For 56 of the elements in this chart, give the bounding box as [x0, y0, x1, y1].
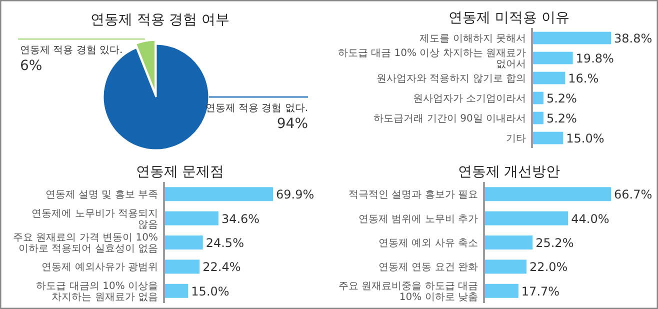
data-label: 22.0%	[530, 260, 568, 274]
bar	[485, 187, 611, 202]
bar	[485, 236, 533, 250]
bar	[165, 236, 203, 250]
y-tick-label: 적극적인 설명과 홍보가 필요	[348, 190, 478, 201]
data-label: 66.7%	[614, 188, 652, 202]
y-tick-label: 원사업자가 소기업이라서	[412, 94, 526, 104]
data-label: 38.8%	[614, 32, 652, 46]
data-label: 94%	[276, 116, 308, 132]
bar	[485, 211, 568, 226]
bar	[533, 132, 564, 144]
bar	[533, 92, 544, 104]
y-tick-label: 원사업자와 적용하지 않기로 합의	[376, 74, 526, 84]
chart-title: 연동제 적용 경험 여부	[90, 12, 230, 28]
y-tick-label: 기타	[506, 134, 526, 144]
data-label: 69.9%	[276, 188, 314, 202]
bar	[533, 112, 544, 124]
chart-title: 연동제 문제점	[136, 164, 224, 180]
bar	[165, 211, 218, 226]
bar	[165, 284, 188, 298]
data-label: 5.2%	[546, 112, 577, 126]
bar	[165, 260, 200, 274]
data-label: 17.7%	[521, 284, 560, 298]
data-label: 19.8%	[576, 52, 614, 66]
data-label: 24.5%	[206, 236, 244, 250]
slice-label: 연동제 적용 경험 없다.	[205, 103, 308, 114]
data-label: 34.6%	[221, 212, 260, 226]
y-tick-label: 연동제 범위에 노무비 추가	[358, 214, 478, 225]
y-tick-label: 연동제 설명 및 홍보 부족	[45, 190, 158, 201]
y-tick-label: 주요 원재료비중을 하도급 대금 10% 이하로 낮춤	[338, 280, 478, 303]
y-tick-label: 연동제에 노무비가 적용되지 않음	[32, 208, 158, 230]
y-tick-label: 연동제 연동 요건 완화	[378, 262, 478, 274]
y-tick-label: 주요 원재료의 가격 변동이 10% 이하로 적용되어 실효성이 없음	[13, 232, 158, 254]
bar	[533, 72, 566, 84]
data-label: 15.0%	[191, 284, 230, 298]
data-label: 5.2%	[546, 92, 577, 106]
y-tick-label: 연동제 예외 사유 축소	[378, 238, 478, 249]
chart-title: 연동제 개선방안	[458, 164, 560, 180]
bar	[533, 52, 573, 64]
data-label: 44.0%	[571, 212, 610, 226]
y-tick-label: 하도급 대금의 10% 이상을 차지하는 원재료가 없음	[36, 280, 158, 303]
slice-label: 연동제 적용 경험 있다.	[20, 45, 123, 56]
bar	[533, 32, 611, 44]
y-tick-label: 하도급거래 기간이 90일 이내라서	[374, 114, 526, 124]
data-label: 6%	[20, 58, 42, 74]
y-tick-label: 제도를 이해하지 못해서	[420, 34, 526, 44]
chart-title: 연동제 미적용 이유	[448, 10, 570, 26]
data-label: 15.0%	[566, 132, 604, 146]
data-label: 25.2%	[536, 236, 574, 250]
bar	[165, 187, 273, 202]
y-tick-label: 연동제 예외사유가 광범위	[42, 262, 158, 274]
y-tick-label: 하도급 대금 10% 이상 차지하는 원재료가 없어서	[338, 48, 526, 70]
bar	[485, 284, 518, 298]
data-label: 22.4%	[202, 260, 241, 274]
data-label: 16.%	[568, 72, 599, 86]
bar	[485, 260, 527, 274]
